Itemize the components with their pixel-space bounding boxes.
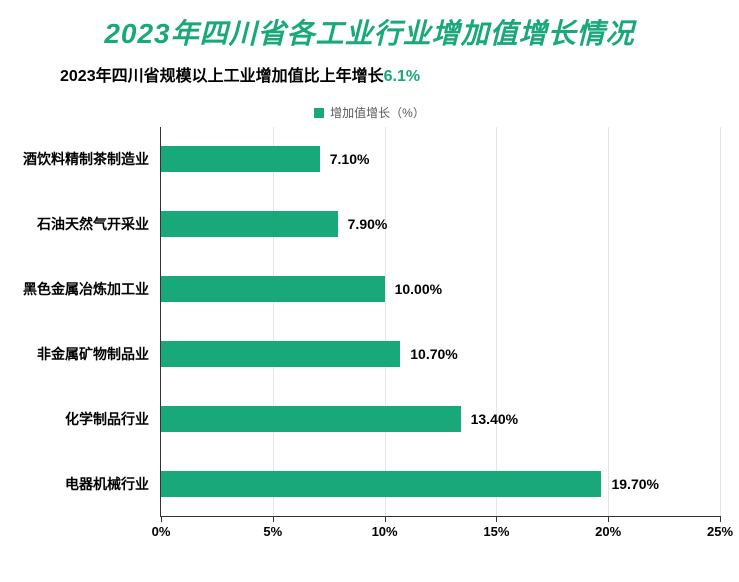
y-category-label: 非金属矿物制品业 — [37, 344, 161, 364]
subtitle-highlight: 6.1% — [384, 68, 420, 85]
x-tick-label: 25% — [707, 516, 733, 539]
legend-swatch — [314, 108, 324, 118]
x-tick-label: 0% — [152, 516, 171, 539]
chart-container: 2023年四川省各工业行业增加值增长情况 2023年四川省规模以上工业增加值比上… — [0, 0, 739, 582]
x-tick-label: 5% — [263, 516, 282, 539]
bar-value-label: 13.40% — [461, 411, 518, 427]
chart-title: 2023年四川省各工业行业增加值增长情况 — [20, 12, 719, 52]
chart-subtitle: 2023年四川省规模以上工业增加值比上年增长6.1% — [60, 62, 719, 86]
x-tick-label: 10% — [372, 516, 398, 539]
grid-line — [385, 127, 386, 516]
bar: 10.00% — [161, 276, 385, 302]
y-category-label: 黑色金属冶炼加工业 — [23, 279, 161, 299]
bar-value-label: 10.70% — [400, 346, 457, 362]
y-category-label: 酒饮料精制茶制造业 — [23, 149, 161, 169]
legend-label: 增加值增长（%） — [330, 106, 425, 120]
grid-line — [720, 127, 721, 516]
bar: 10.70% — [161, 341, 400, 367]
bar-value-label: 7.10% — [320, 151, 370, 167]
bar: 7.90% — [161, 211, 338, 237]
y-category-label: 电器机械行业 — [65, 474, 161, 494]
x-tick-label: 20% — [595, 516, 621, 539]
grid-line — [273, 127, 274, 516]
bar-value-label: 19.70% — [601, 476, 658, 492]
bar-value-label: 7.90% — [338, 216, 388, 232]
bar-value-label: 10.00% — [385, 281, 442, 297]
grid-line — [608, 127, 609, 516]
plot-region: 0%5%10%15%20%25%酒饮料精制茶制造业7.10%石油天然气开采业7.… — [160, 127, 720, 517]
bar: 19.70% — [161, 471, 601, 497]
bar: 7.10% — [161, 146, 320, 172]
y-category-label: 石油天然气开采业 — [37, 214, 161, 234]
grid-line — [496, 127, 497, 516]
bar: 13.40% — [161, 406, 461, 432]
subtitle-prefix: 2023年四川省规模以上工业增加值比上年增长 — [60, 68, 384, 85]
x-tick-label: 15% — [483, 516, 509, 539]
legend: 增加值增长（%） — [20, 104, 719, 121]
chart-area: 0%5%10%15%20%25%酒饮料精制茶制造业7.10%石油天然气开采业7.… — [160, 127, 720, 547]
y-category-label: 化学制品行业 — [65, 409, 161, 429]
